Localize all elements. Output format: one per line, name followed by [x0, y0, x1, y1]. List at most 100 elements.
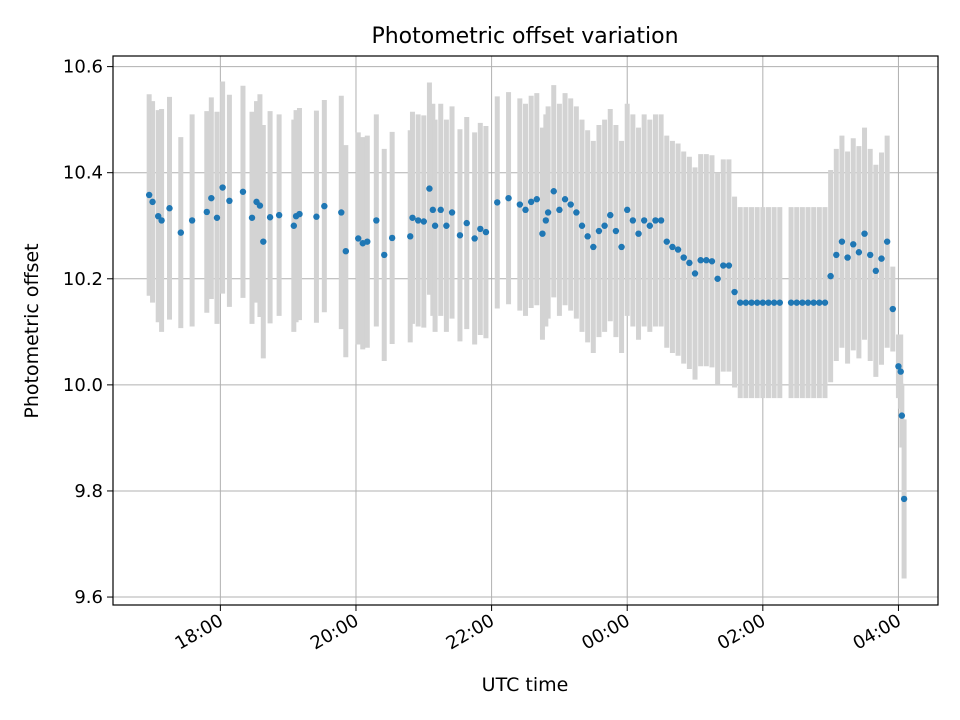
- data-point: [456, 232, 464, 239]
- data-point: [567, 201, 574, 208]
- data-point: [533, 196, 541, 203]
- data-point: [208, 194, 215, 202]
- data-point: [663, 238, 670, 245]
- data-point: [720, 262, 727, 269]
- data-point: [188, 217, 196, 224]
- y-tick-label: 10.6: [63, 57, 103, 78]
- data-point: [866, 251, 874, 259]
- data-point: [463, 219, 470, 227]
- data-point: [505, 194, 512, 202]
- y-tick-label: 9.8: [74, 481, 103, 502]
- data-point: [539, 230, 546, 237]
- data-point: [657, 217, 665, 224]
- data-point: [219, 184, 226, 191]
- data-point: [590, 243, 597, 251]
- y-tick-label: 10.4: [63, 163, 103, 184]
- data-point: [821, 299, 829, 306]
- data-point: [838, 238, 846, 245]
- data-point: [787, 299, 795, 306]
- data-point: [646, 222, 654, 229]
- data-point: [203, 208, 211, 216]
- data-point: [477, 225, 484, 233]
- data-point: [516, 201, 524, 208]
- data-point: [872, 267, 880, 275]
- data-point: [810, 299, 817, 306]
- data-point: [290, 222, 298, 229]
- y-tick-label: 10.2: [63, 269, 103, 290]
- data-point: [248, 214, 256, 221]
- data-point: [431, 222, 439, 229]
- data-point: [409, 214, 416, 221]
- data-point: [612, 227, 620, 235]
- data-point: [355, 235, 362, 242]
- data-point: [226, 197, 233, 205]
- data-point: [482, 228, 490, 236]
- data-point: [595, 227, 603, 235]
- data-point: [697, 257, 704, 264]
- data-point: [578, 222, 586, 229]
- data-point: [691, 270, 699, 277]
- data-point: [584, 233, 591, 240]
- data-point: [669, 243, 676, 251]
- data-point: [145, 191, 153, 199]
- data-point: [844, 254, 851, 261]
- chart-title: Photometric offset variation: [371, 24, 678, 49]
- data-point: [861, 230, 868, 237]
- data-point: [426, 185, 433, 192]
- data-point: [527, 198, 535, 206]
- data-point: [878, 255, 885, 262]
- data-point: [266, 214, 274, 221]
- data-point: [686, 259, 693, 267]
- y-tick-label: 9.6: [74, 587, 103, 608]
- data-point: [177, 229, 185, 236]
- data-point: [601, 222, 608, 229]
- x-axis-label: UTC time: [482, 674, 569, 696]
- data-point: [448, 209, 456, 216]
- data-point: [900, 495, 908, 503]
- data-point: [850, 241, 857, 248]
- data-point: [827, 272, 834, 280]
- data-point: [793, 299, 800, 306]
- data-point: [550, 188, 557, 195]
- data-point: [895, 363, 902, 370]
- data-point: [494, 199, 501, 206]
- data-point: [799, 299, 806, 306]
- data-point: [629, 217, 637, 224]
- data-point: [748, 299, 755, 306]
- data-point: [213, 214, 221, 221]
- data-point: [731, 288, 738, 296]
- data-point: [573, 209, 580, 216]
- data-point: [275, 211, 283, 219]
- x-tick-label: 22:00: [443, 610, 498, 654]
- y-axis-label: Photometric offset: [21, 243, 43, 418]
- data-point: [883, 238, 891, 245]
- data-point: [742, 299, 750, 306]
- x-tick-label: 00:00: [578, 610, 633, 654]
- data-point: [855, 249, 863, 256]
- data-point: [759, 299, 767, 306]
- errorbars: [146, 81, 907, 579]
- data-point: [256, 202, 264, 209]
- data-point: [158, 217, 165, 224]
- data-point: [542, 217, 550, 224]
- data-point: [889, 305, 896, 313]
- data-point: [635, 230, 642, 237]
- data-point: [239, 188, 247, 195]
- data-point: [816, 299, 823, 306]
- data-point: [166, 205, 173, 212]
- data-point: [414, 217, 422, 224]
- data-point: [522, 206, 529, 214]
- data-point: [443, 222, 450, 229]
- data-point: [364, 238, 371, 245]
- data-point: [544, 209, 552, 216]
- data-point: [674, 246, 682, 253]
- x-tick-label: 04:00: [850, 610, 905, 654]
- data-point: [833, 251, 840, 259]
- data-point: [342, 248, 350, 255]
- data-point: [652, 217, 659, 224]
- data-point: [407, 233, 414, 240]
- data-point: [321, 202, 328, 210]
- data-point: [437, 206, 444, 214]
- x-tick-label: 02:00: [714, 610, 769, 654]
- data-point: [680, 254, 687, 261]
